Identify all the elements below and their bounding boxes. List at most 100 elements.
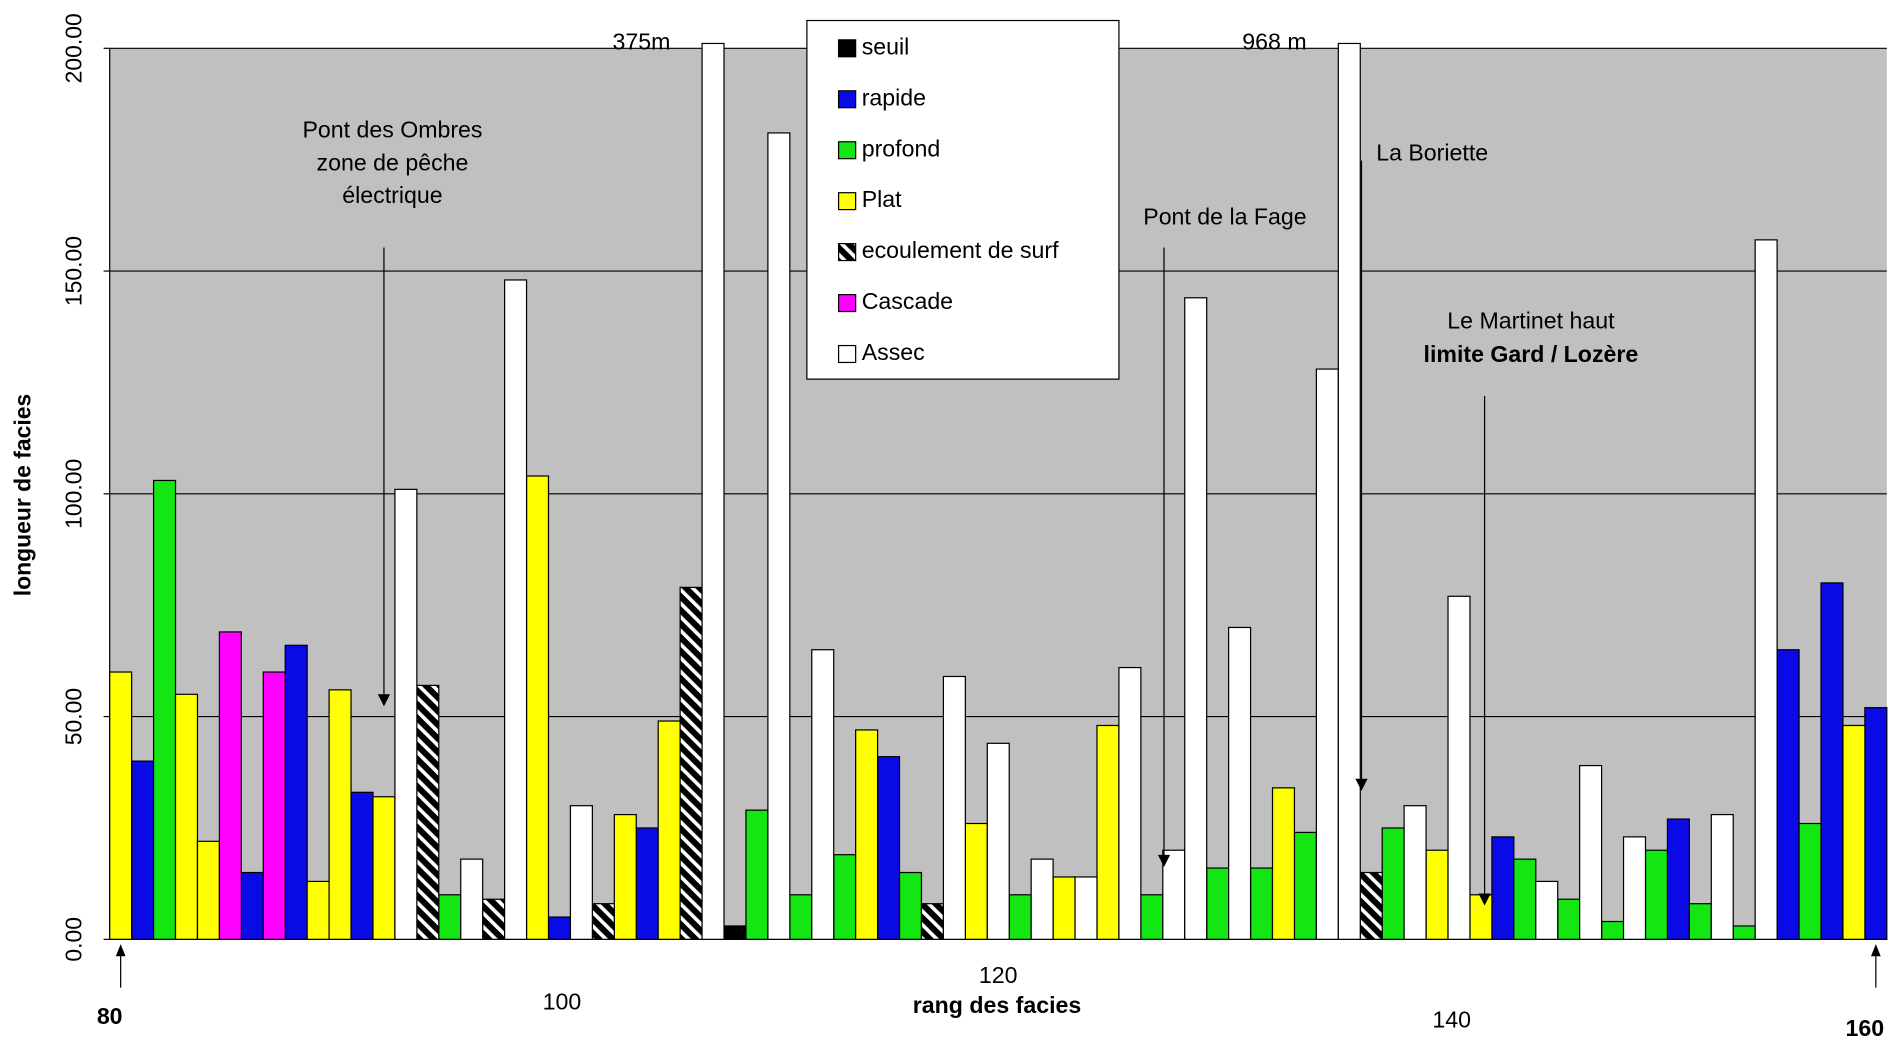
bar <box>1513 858 1537 940</box>
bar <box>569 805 593 940</box>
bar <box>152 479 177 940</box>
legend-swatch <box>837 344 857 364</box>
x-tick-label: 120 <box>979 962 1018 988</box>
legend-swatch <box>837 192 857 211</box>
annotation: électrique <box>342 182 442 208</box>
bar <box>394 488 418 940</box>
bar <box>1425 849 1449 940</box>
bar <box>1140 894 1164 940</box>
bar <box>1776 649 1800 940</box>
bar <box>525 475 550 940</box>
bar <box>328 689 352 940</box>
bar <box>920 903 945 940</box>
bar <box>1754 239 1778 940</box>
bar <box>1864 707 1888 940</box>
annotation-arrowhead <box>1478 893 1491 906</box>
legend-label: Assec <box>862 339 925 365</box>
bar <box>789 894 813 940</box>
bar <box>723 925 747 940</box>
bar <box>1688 903 1712 940</box>
bar <box>438 894 462 940</box>
bar <box>591 903 615 940</box>
bar <box>1008 894 1032 940</box>
bar <box>679 586 703 940</box>
bar <box>635 827 659 940</box>
bar <box>240 871 264 940</box>
bar <box>109 671 133 940</box>
bar <box>1381 827 1405 940</box>
bar-label: 375m <box>612 29 670 55</box>
y-tick-label: 50.00 <box>61 688 87 745</box>
legend-label: Cascade <box>862 288 953 314</box>
x-tick-label: 100 <box>543 988 582 1014</box>
bar <box>504 279 528 940</box>
bar <box>1206 867 1230 940</box>
bar <box>1491 836 1515 940</box>
bar <box>942 675 966 940</box>
bar <box>701 42 725 940</box>
legend-swatch <box>837 141 857 160</box>
bar <box>482 898 506 940</box>
bar <box>372 796 396 940</box>
bar <box>1030 858 1054 940</box>
bar <box>1798 822 1822 940</box>
bar <box>833 854 857 940</box>
bar <box>613 813 637 940</box>
legend-label: ecoulement de surf <box>862 237 1059 263</box>
bar <box>1315 368 1339 940</box>
annotation-arrowhead <box>377 694 391 707</box>
annotation: La Boriette <box>1376 140 1488 166</box>
bar <box>416 684 440 940</box>
bar <box>1096 724 1120 940</box>
bar <box>1293 831 1317 940</box>
bar <box>547 916 572 940</box>
bar <box>1666 818 1690 940</box>
annotation-arrowhead <box>1355 778 1368 791</box>
legend-label: rapide <box>862 84 926 110</box>
y-tick-label: 150.00 <box>61 236 87 306</box>
annotation: Pont des Ombres <box>302 117 482 143</box>
bar <box>196 840 221 940</box>
bar <box>1249 867 1274 940</box>
bar <box>460 858 484 940</box>
y-axis-label: longueur de facies <box>9 394 35 597</box>
bar <box>876 756 901 940</box>
bar <box>657 720 681 940</box>
bar <box>1403 805 1427 940</box>
annotation: limite Gard / Lozère <box>1424 341 1639 367</box>
bar <box>284 644 308 940</box>
annotation: Pont de la Fage <box>1143 204 1306 230</box>
legend <box>806 19 1120 380</box>
bar <box>1842 724 1866 940</box>
bar <box>131 760 155 940</box>
bar-label: 968 m <box>1242 29 1306 55</box>
legend-label: profond <box>862 135 940 161</box>
bar <box>1118 666 1142 940</box>
bar <box>262 671 286 940</box>
bar <box>1162 849 1186 940</box>
annotation: zone de pêche <box>317 149 469 175</box>
bar <box>1359 871 1383 940</box>
bar <box>1184 297 1208 940</box>
bar <box>964 822 988 940</box>
bar <box>174 693 199 940</box>
annotation-arrowhead <box>1157 854 1171 867</box>
bar <box>1337 42 1361 940</box>
bar <box>350 791 374 940</box>
bar <box>1074 876 1098 940</box>
x-tick-arrowhead <box>115 944 126 957</box>
annotation: Le Martinet haut <box>1447 308 1615 334</box>
bar <box>1732 925 1756 940</box>
bar <box>1271 787 1296 940</box>
bar <box>1052 876 1076 940</box>
bar <box>986 742 1010 940</box>
x-tick-label: 160 <box>1846 1015 1885 1041</box>
bar <box>767 132 791 940</box>
x-axis-label: rang des facies <box>913 992 1081 1018</box>
bar <box>898 871 923 940</box>
bar <box>1535 880 1559 940</box>
bar <box>1469 894 1493 940</box>
bar <box>1820 582 1844 940</box>
bar <box>1644 849 1669 940</box>
